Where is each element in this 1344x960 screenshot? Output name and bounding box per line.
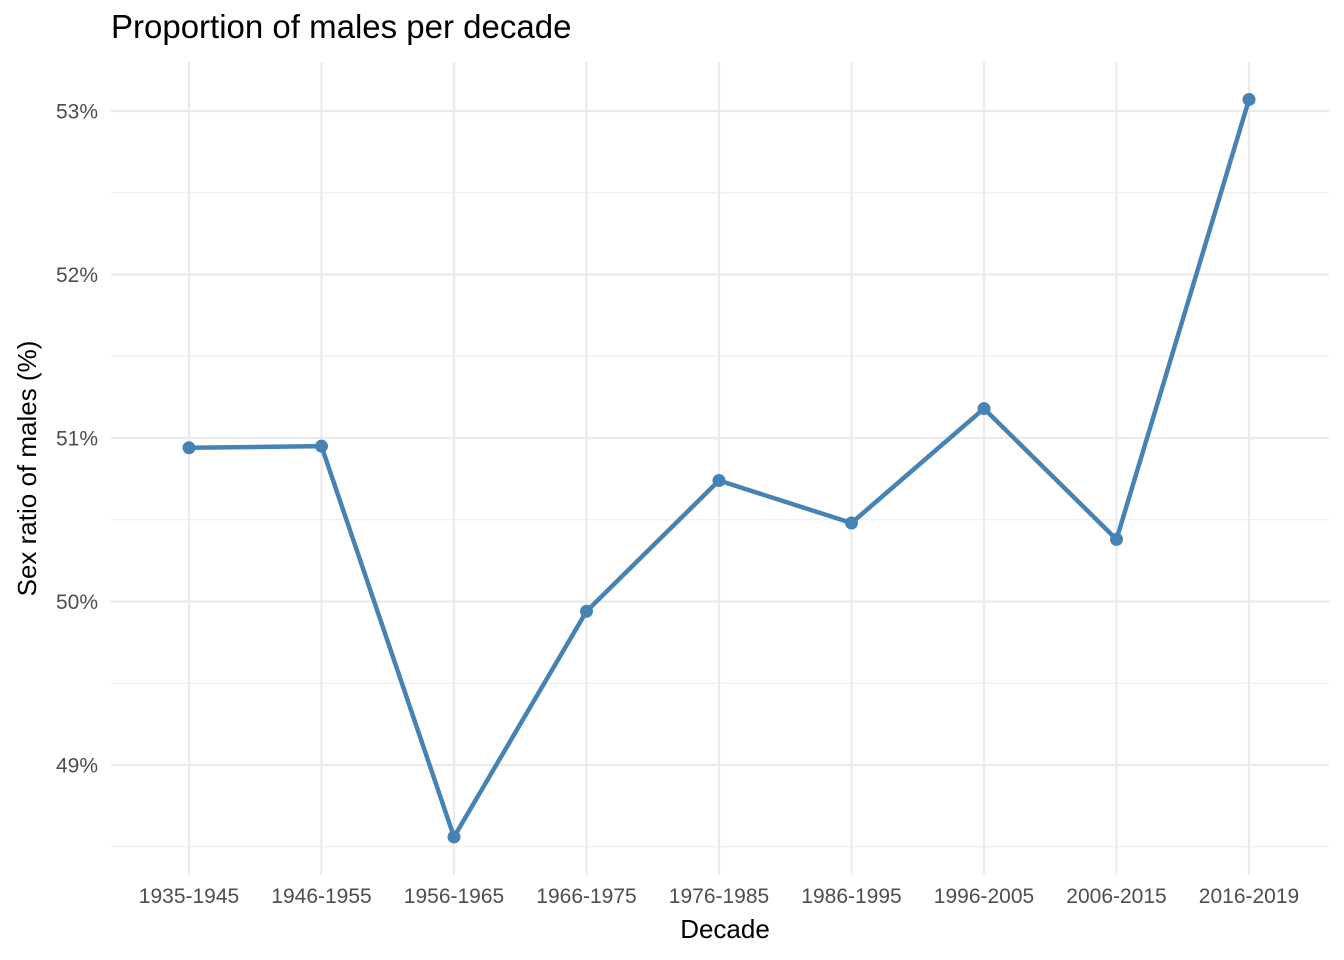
x-tick-label: 1976-1985	[669, 885, 769, 908]
x-tick-label: 1956-1965	[404, 885, 504, 908]
y-tick-label: 49%	[56, 755, 98, 778]
x-tick-label: 1996-2005	[934, 885, 1034, 908]
x-tick-label: 1946-1955	[271, 885, 371, 908]
y-axis-ticks: 49% 50% 51% 52% 53%	[56, 101, 98, 778]
x-tick-label: 1935-1945	[139, 885, 239, 908]
data-point	[447, 830, 461, 844]
data-point	[315, 439, 328, 453]
data-point	[580, 604, 593, 618]
data-point	[977, 402, 991, 416]
data-point	[1242, 93, 1256, 107]
y-axis-title: Sex ratio of males (%)	[12, 341, 42, 597]
x-axis-title: Decade	[680, 914, 770, 944]
x-tick-label: 1966-1975	[536, 885, 636, 908]
data-point	[712, 474, 726, 488]
data-point	[1110, 532, 1123, 546]
major-gridlines	[111, 62, 1329, 875]
y-tick-label: 52%	[56, 264, 98, 287]
y-tick-label: 51%	[56, 428, 98, 451]
x-tick-label: 2006-2015	[1066, 885, 1166, 908]
x-tick-label: 1986-1995	[801, 885, 901, 908]
data-point	[182, 441, 196, 455]
x-tick-label: 2016-2019	[1199, 885, 1299, 908]
y-tick-label: 53%	[56, 101, 98, 124]
chart-title: Proportion of males per decade	[111, 8, 572, 45]
y-tick-label: 50%	[56, 591, 98, 614]
series-group	[182, 93, 1256, 844]
data-point	[845, 516, 858, 530]
x-axis-ticks: 1935-1945 1946-1955 1956-1965 1966-1975 1976…	[139, 885, 1299, 908]
